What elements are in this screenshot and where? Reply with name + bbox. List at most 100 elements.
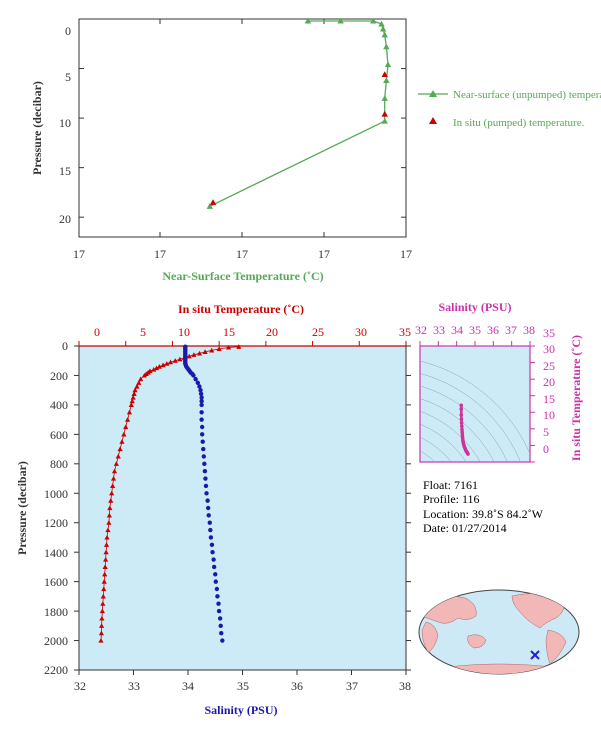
salinity-point	[199, 410, 204, 415]
near-surface-point	[381, 95, 388, 101]
top-plot-area	[78, 18, 407, 238]
pressure-tick-label: 800	[50, 457, 68, 471]
temperature-point	[151, 366, 157, 372]
ts-point	[459, 413, 464, 417]
temperature-tick-label: 10	[178, 325, 190, 339]
top-x-tick-label: 17	[154, 247, 166, 261]
temperature-point	[106, 520, 112, 525]
temperature-tick-label: 5	[140, 325, 146, 339]
map-land	[419, 593, 567, 674]
pressure-tick-label: 1000	[44, 487, 68, 501]
near-surface-point	[381, 117, 388, 124]
ts-point	[466, 452, 470, 456]
salinity-point	[204, 491, 209, 496]
temperature-point	[236, 344, 242, 349]
salinity-point	[203, 483, 209, 489]
near-surface-point	[370, 17, 377, 24]
temperature-point	[106, 512, 112, 518]
temperature-point	[156, 364, 162, 369]
world-map	[418, 589, 580, 675]
salinity-point	[205, 505, 211, 511]
temperature-point	[100, 593, 106, 599]
salinity-tick-label: 35	[237, 679, 249, 693]
salinity-point	[199, 424, 205, 430]
temperature-point	[110, 475, 117, 481]
temperature-point	[141, 372, 147, 378]
legend-red-marker	[429, 117, 437, 124]
salinity-point	[200, 439, 205, 444]
marker-stroke	[530, 650, 540, 660]
temperature-point	[186, 353, 192, 359]
top-y-axis-title: Pressure (decibar)	[30, 81, 44, 175]
ts-temperature-tick-label: 25	[543, 359, 555, 373]
temperature-point	[99, 623, 105, 628]
pressure-tick-label: 400	[50, 398, 68, 412]
ts-point	[459, 403, 464, 408]
temperature-point	[167, 359, 174, 365]
ts-salinity-tick-label: 38	[523, 323, 535, 337]
salinity-point	[198, 387, 203, 393]
legend-green-marker	[429, 90, 437, 97]
ts-point	[459, 407, 464, 411]
top-y-tick-label: 20	[59, 212, 71, 226]
temperature-point	[117, 446, 123, 452]
temperature-point	[113, 461, 119, 466]
in-situ-point	[381, 71, 388, 78]
map-float-location-marker	[530, 650, 540, 660]
salinity-point	[202, 461, 207, 467]
temperature-point	[100, 601, 106, 606]
ts-temperature-tick-labels: 0 5 10 15 20 25 30 35	[543, 326, 555, 456]
temperature-point	[108, 498, 114, 503]
temperature-point	[134, 383, 140, 389]
temperature-point	[102, 564, 108, 569]
salinity-point	[201, 446, 206, 452]
ts-temperature-tick-label: 5	[543, 425, 549, 439]
temperature-axis-title: In situ Temperature (˚C)	[178, 302, 304, 316]
salinity-point	[219, 630, 224, 636]
top-series-layer	[206, 17, 392, 209]
temperature-point	[129, 398, 135, 404]
near-surface-point	[337, 17, 344, 24]
temperature-point	[202, 349, 208, 354]
salinity-point	[220, 638, 225, 643]
temperature-tick-label: 25	[312, 325, 324, 339]
land-antarctica	[439, 663, 561, 674]
near-surface-point	[206, 203, 213, 209]
temperature-point	[121, 431, 127, 437]
ts-diagram: 32 33 34 35 36 37 38 Salinity (PSU) 0 5 …	[415, 300, 583, 463]
ts-salinity-tick-label: 37	[505, 323, 517, 337]
salinity-tick-label: 32	[74, 679, 86, 693]
temperature-point	[103, 549, 109, 555]
temperature-point	[109, 490, 115, 496]
salinity-point	[199, 395, 204, 400]
float-id: Float: 7161	[423, 478, 478, 492]
salinity-axis-title: Salinity (PSU)	[204, 703, 277, 717]
temperature-point	[98, 630, 105, 636]
ts-temperature-axis-title: In situ Temperature (˚C)	[569, 335, 583, 461]
salinity-point	[215, 594, 220, 599]
near-surface-point	[384, 61, 392, 68]
temperature-point	[191, 352, 197, 357]
temperature-point	[99, 608, 105, 614]
salinity-point	[195, 380, 201, 386]
salinity-point	[208, 535, 214, 540]
salinity-point	[208, 527, 213, 533]
near-surface-chart: 17 17 17 17 17 0 5 10 15 20 Near-Surface…	[30, 17, 412, 283]
ts-temperature-tick-label: 35	[543, 326, 555, 340]
salinity-point	[205, 498, 210, 503]
salinity-point	[206, 513, 211, 518]
temperature-point	[196, 350, 203, 356]
ts-salinity-tick-labels: 32 33 34 35 36 37 38	[415, 323, 535, 337]
temperature-point	[115, 453, 121, 459]
temperature-point	[126, 409, 133, 415]
temperature-point	[132, 387, 138, 393]
temperature-point	[209, 347, 215, 353]
salinity-point	[198, 391, 204, 397]
ts-plot-area	[419, 345, 531, 463]
temperature-point	[164, 361, 170, 366]
top-axis-ticks	[78, 18, 407, 237]
ts-series-layer	[459, 403, 470, 456]
temperature-point	[119, 439, 125, 444]
ts-temperature-tick-label: 15	[543, 392, 555, 406]
pressure-tick-label: 1800	[44, 605, 68, 619]
